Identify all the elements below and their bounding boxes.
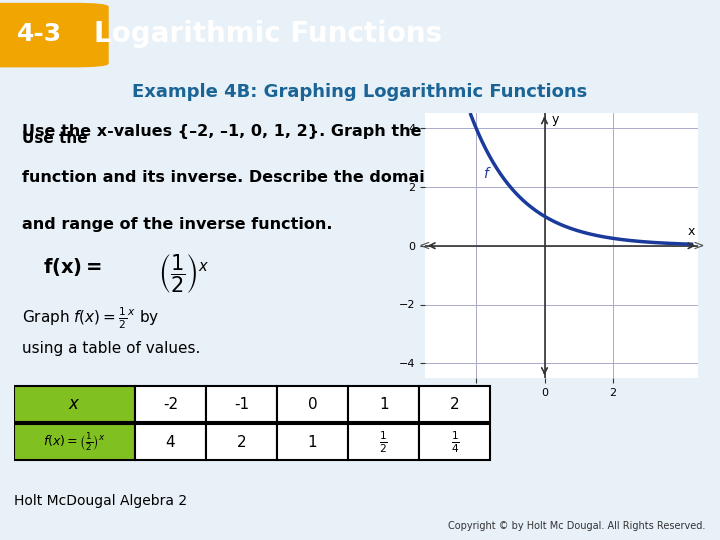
FancyBboxPatch shape	[206, 424, 277, 460]
FancyBboxPatch shape	[135, 424, 206, 460]
Text: 0: 0	[308, 396, 318, 411]
Text: <: <	[419, 239, 431, 253]
Text: 1: 1	[308, 435, 318, 450]
Text: x: x	[688, 225, 696, 238]
FancyBboxPatch shape	[206, 386, 277, 422]
Text: function and its inverse. Describe the domain: function and its inverse. Describe the d…	[22, 171, 436, 185]
Text: -2: -2	[163, 396, 178, 411]
Text: Use the x-values {–2, –1, 0, 1, 2}. Graph the: Use the x-values {–2, –1, 0, 1, 2}. Grap…	[22, 124, 421, 139]
FancyBboxPatch shape	[419, 424, 490, 460]
Text: Example 4B: Graphing Logarithmic Functions: Example 4B: Graphing Logarithmic Functio…	[132, 83, 588, 101]
Text: $f(x) = \left(\frac{1}{2}\right)^x$: $f(x) = \left(\frac{1}{2}\right)^x$	[43, 431, 106, 453]
Text: 2: 2	[237, 435, 246, 450]
Text: $\left(\dfrac{1}{2}\right)^x$: $\left(\dfrac{1}{2}\right)^x$	[158, 252, 210, 295]
FancyBboxPatch shape	[348, 386, 419, 422]
Text: 1: 1	[379, 396, 389, 411]
Text: Graph $f(x) = \frac{1}{2}^x$ by: Graph $f(x) = \frac{1}{2}^x$ by	[22, 306, 159, 332]
FancyBboxPatch shape	[348, 424, 419, 460]
Text: and range of the inverse function.: and range of the inverse function.	[22, 217, 332, 232]
FancyBboxPatch shape	[14, 386, 135, 422]
Text: >: >	[693, 239, 704, 253]
Text: using a table of values.: using a table of values.	[22, 341, 200, 356]
Text: Holt McDougal Algebra 2: Holt McDougal Algebra 2	[14, 495, 187, 508]
Text: $\frac{1}{4}$: $\frac{1}{4}$	[451, 429, 459, 455]
Text: Copyright © by Holt Mc Dougal. All Rights Reserved.: Copyright © by Holt Mc Dougal. All Right…	[449, 521, 706, 531]
FancyBboxPatch shape	[277, 386, 348, 422]
Text: Logarithmic Functions: Logarithmic Functions	[94, 19, 442, 48]
Text: $\mathbf{f(x) =}$: $\mathbf{f(x) =}$	[43, 256, 102, 278]
Text: 4: 4	[166, 435, 175, 450]
Text: 4-3: 4-3	[17, 22, 62, 46]
Text: f: f	[483, 167, 488, 181]
Text: -1: -1	[234, 396, 249, 411]
FancyBboxPatch shape	[135, 386, 206, 422]
Text: $\frac{1}{2}$: $\frac{1}{2}$	[379, 429, 388, 455]
FancyBboxPatch shape	[277, 424, 348, 460]
Text: $x$: $x$	[68, 395, 81, 413]
FancyBboxPatch shape	[0, 3, 108, 66]
Text: Use the: Use the	[22, 131, 92, 146]
FancyBboxPatch shape	[419, 386, 490, 422]
Text: y: y	[552, 113, 559, 126]
FancyBboxPatch shape	[14, 424, 135, 460]
Text: 2: 2	[450, 396, 459, 411]
